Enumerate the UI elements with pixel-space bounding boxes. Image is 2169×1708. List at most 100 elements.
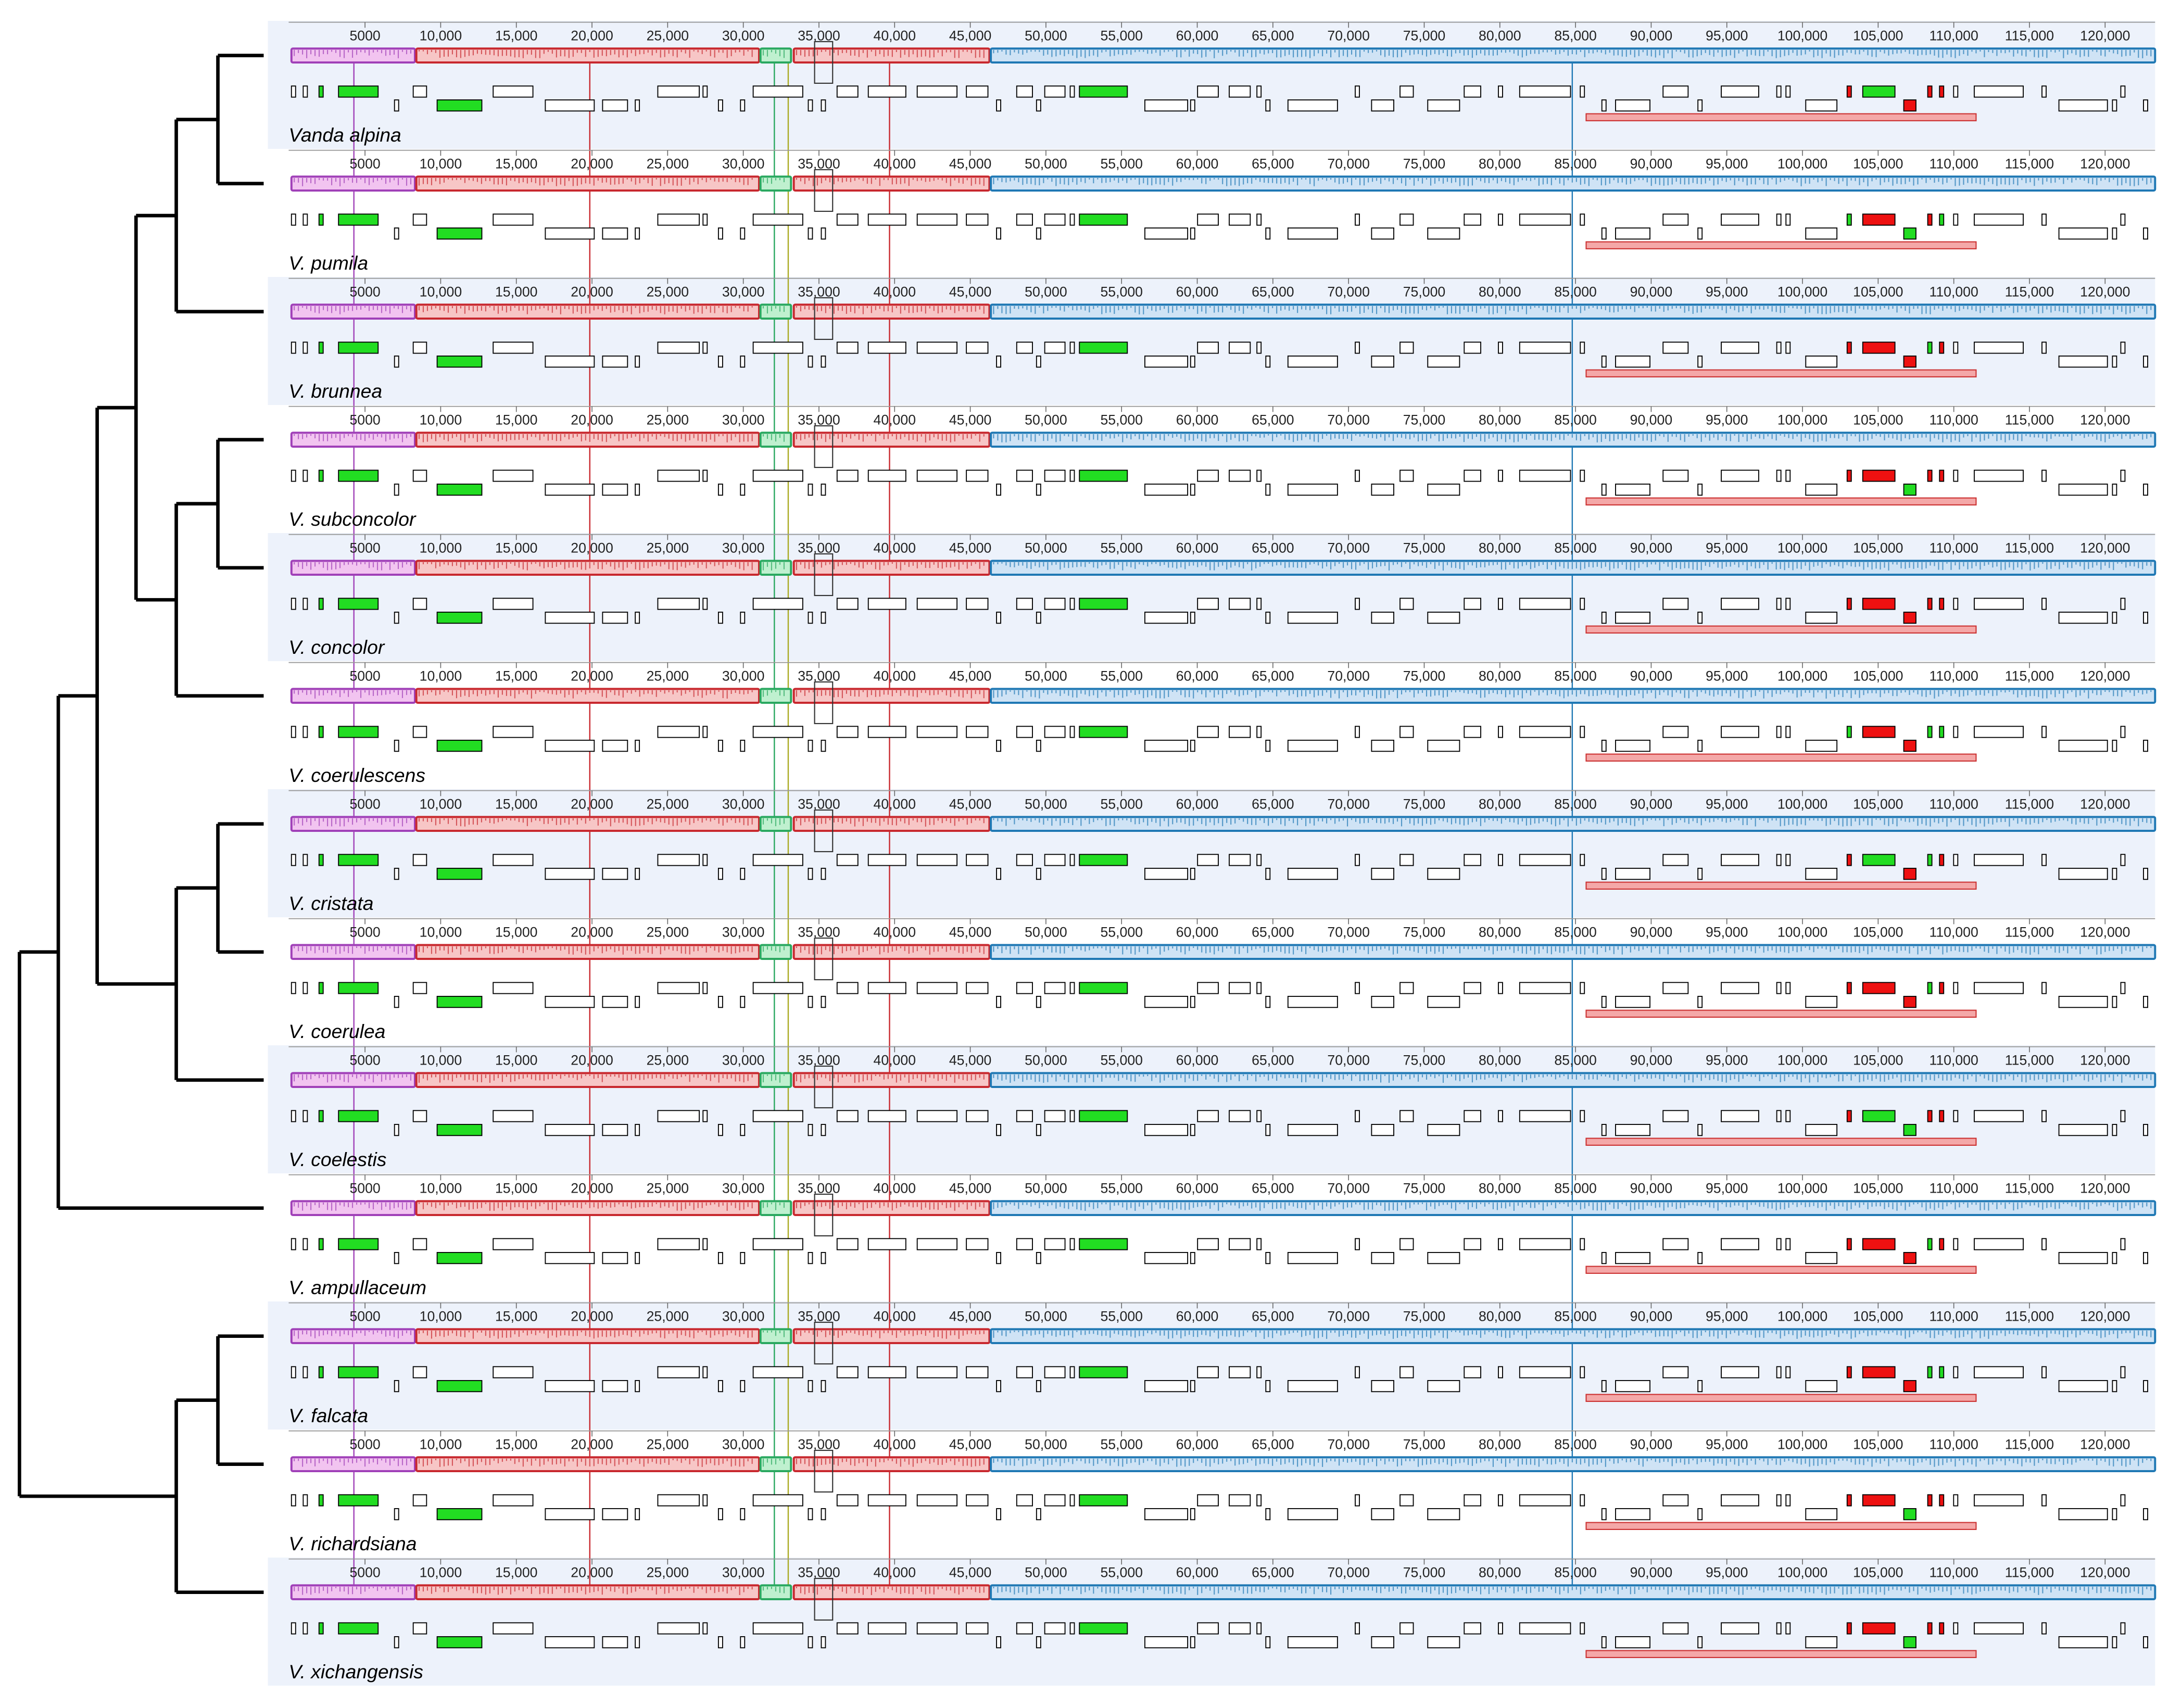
gene — [717, 483, 723, 496]
gene — [1953, 726, 1959, 738]
gene — [2143, 227, 2148, 240]
gene — [836, 470, 859, 482]
tick-label: 100,000 — [1777, 668, 1827, 684]
rrna-region — [1585, 369, 1977, 377]
tick-label: 100,000 — [1777, 412, 1827, 427]
tick-label: 100,000 — [1777, 924, 1827, 940]
tick-label: 10,000 — [420, 28, 462, 43]
gene — [1519, 598, 1571, 610]
gene — [545, 612, 595, 624]
gene — [1197, 341, 1219, 354]
gene — [1601, 612, 1607, 624]
gene — [436, 99, 483, 112]
gene — [1615, 868, 1650, 880]
gene — [1805, 355, 1838, 368]
genome-name: V. pumila — [288, 252, 368, 274]
gene — [1498, 854, 1503, 866]
tick-label: 95,000 — [1706, 668, 1748, 684]
gene — [1036, 740, 1041, 752]
gene — [996, 740, 1001, 752]
tick-label: 55,000 — [1100, 924, 1142, 940]
gene — [318, 470, 324, 482]
track-background — [268, 1301, 2155, 1430]
gene — [1229, 213, 1251, 226]
gene — [808, 612, 813, 624]
gene — [1862, 213, 1896, 226]
tick-label: 15,000 — [495, 1052, 537, 1068]
tick-label: 55,000 — [1100, 796, 1142, 812]
gene — [808, 868, 813, 880]
tick-label: 115,000 — [2005, 668, 2054, 684]
gene — [1519, 341, 1571, 354]
gene — [1846, 854, 1852, 866]
tick-label: 120,000 — [2080, 284, 2130, 299]
lcb-block — [290, 1072, 416, 1089]
gene — [916, 341, 958, 354]
gene — [1927, 982, 1933, 994]
tick-label: 35,000 — [798, 1052, 840, 1068]
gene — [1519, 85, 1571, 98]
gene — [752, 854, 803, 866]
lcb-block — [759, 175, 792, 192]
gene — [717, 740, 723, 752]
gene — [1144, 612, 1189, 624]
gene — [291, 726, 296, 738]
tick-label: 5000 — [349, 412, 380, 427]
tick-label: 80,000 — [1479, 284, 1521, 299]
gene — [302, 598, 308, 610]
gene — [1144, 99, 1189, 112]
gene — [821, 355, 826, 368]
tick-label: 105,000 — [1853, 156, 1903, 171]
gene — [702, 213, 708, 226]
gene — [1069, 213, 1075, 226]
gene — [1287, 996, 1338, 1008]
gene — [318, 854, 324, 866]
tick-label: 5000 — [349, 540, 380, 555]
tick-label: 110,000 — [1929, 28, 1978, 43]
genome-name: V. coerulescens — [288, 764, 425, 786]
gene — [436, 868, 483, 880]
gene — [1355, 341, 1360, 354]
gene — [1927, 726, 1933, 738]
gene — [916, 982, 958, 994]
tick-label: 85,000 — [1554, 540, 1596, 555]
tick-label: 30,000 — [722, 28, 764, 43]
gene — [1862, 341, 1896, 354]
gene — [1785, 854, 1791, 866]
gene — [602, 996, 628, 1008]
gene — [1044, 470, 1066, 482]
gene — [1197, 85, 1219, 98]
tick-label: 110,000 — [1929, 796, 1978, 812]
gene — [1427, 483, 1460, 496]
gene — [867, 213, 906, 226]
gene — [702, 341, 708, 354]
repeat-box — [814, 809, 834, 853]
gene — [2058, 227, 2108, 240]
gene — [752, 726, 803, 738]
tick-label: 45,000 — [949, 540, 991, 555]
gene — [602, 355, 628, 368]
gene — [808, 996, 813, 1008]
gene — [1016, 598, 1033, 610]
tick-label: 45,000 — [949, 412, 991, 427]
tick-label: 10,000 — [420, 796, 462, 812]
gene — [1953, 470, 1959, 482]
tick-label: 25,000 — [647, 412, 689, 427]
lcb-block — [415, 432, 760, 448]
gene — [1197, 854, 1219, 866]
gene — [867, 726, 906, 738]
gene — [1927, 213, 1933, 226]
gene — [996, 612, 1001, 624]
tick-label: 60,000 — [1176, 28, 1218, 43]
gene — [1903, 996, 1916, 1008]
tick-label: 105,000 — [1853, 540, 1903, 555]
lcb-block — [990, 47, 2157, 64]
tick-label: 90,000 — [1630, 284, 1672, 299]
gene — [1016, 213, 1033, 226]
gene — [740, 99, 746, 112]
gene — [2112, 483, 2117, 496]
gene — [1256, 726, 1262, 738]
tick-label: 55,000 — [1100, 28, 1142, 43]
gene — [394, 868, 399, 880]
tick-label: 80,000 — [1479, 1052, 1521, 1068]
